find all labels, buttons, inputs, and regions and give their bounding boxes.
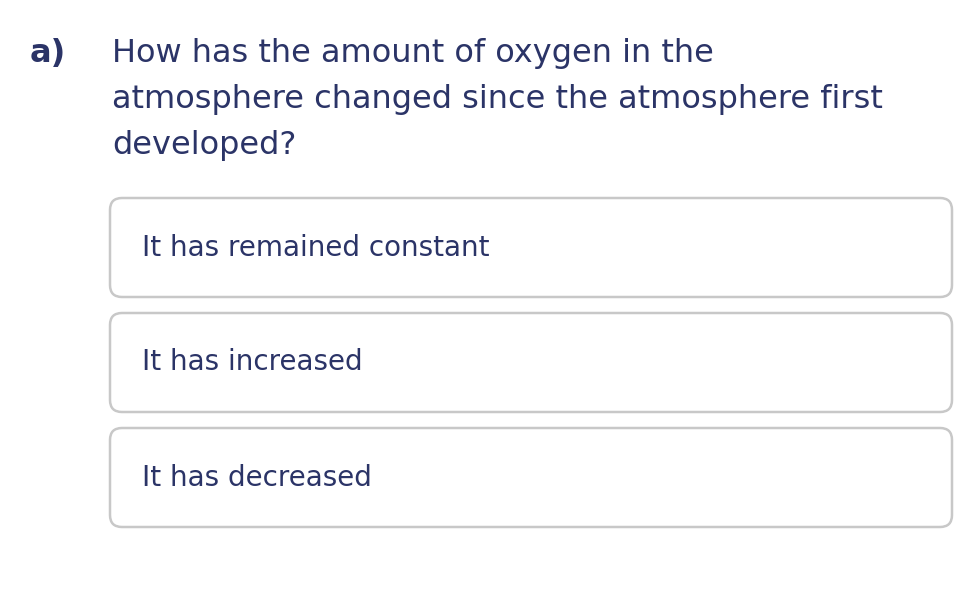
FancyBboxPatch shape	[110, 198, 952, 297]
Text: It has remained constant: It has remained constant	[142, 233, 490, 262]
Text: How has the amount of oxygen in the: How has the amount of oxygen in the	[112, 38, 713, 69]
Text: a): a)	[30, 38, 66, 69]
Text: It has increased: It has increased	[142, 348, 363, 376]
FancyBboxPatch shape	[110, 313, 952, 412]
FancyBboxPatch shape	[110, 428, 952, 527]
Text: It has decreased: It has decreased	[142, 464, 372, 491]
Text: developed?: developed?	[112, 130, 296, 161]
Text: atmosphere changed since the atmosphere first: atmosphere changed since the atmosphere …	[112, 84, 883, 115]
